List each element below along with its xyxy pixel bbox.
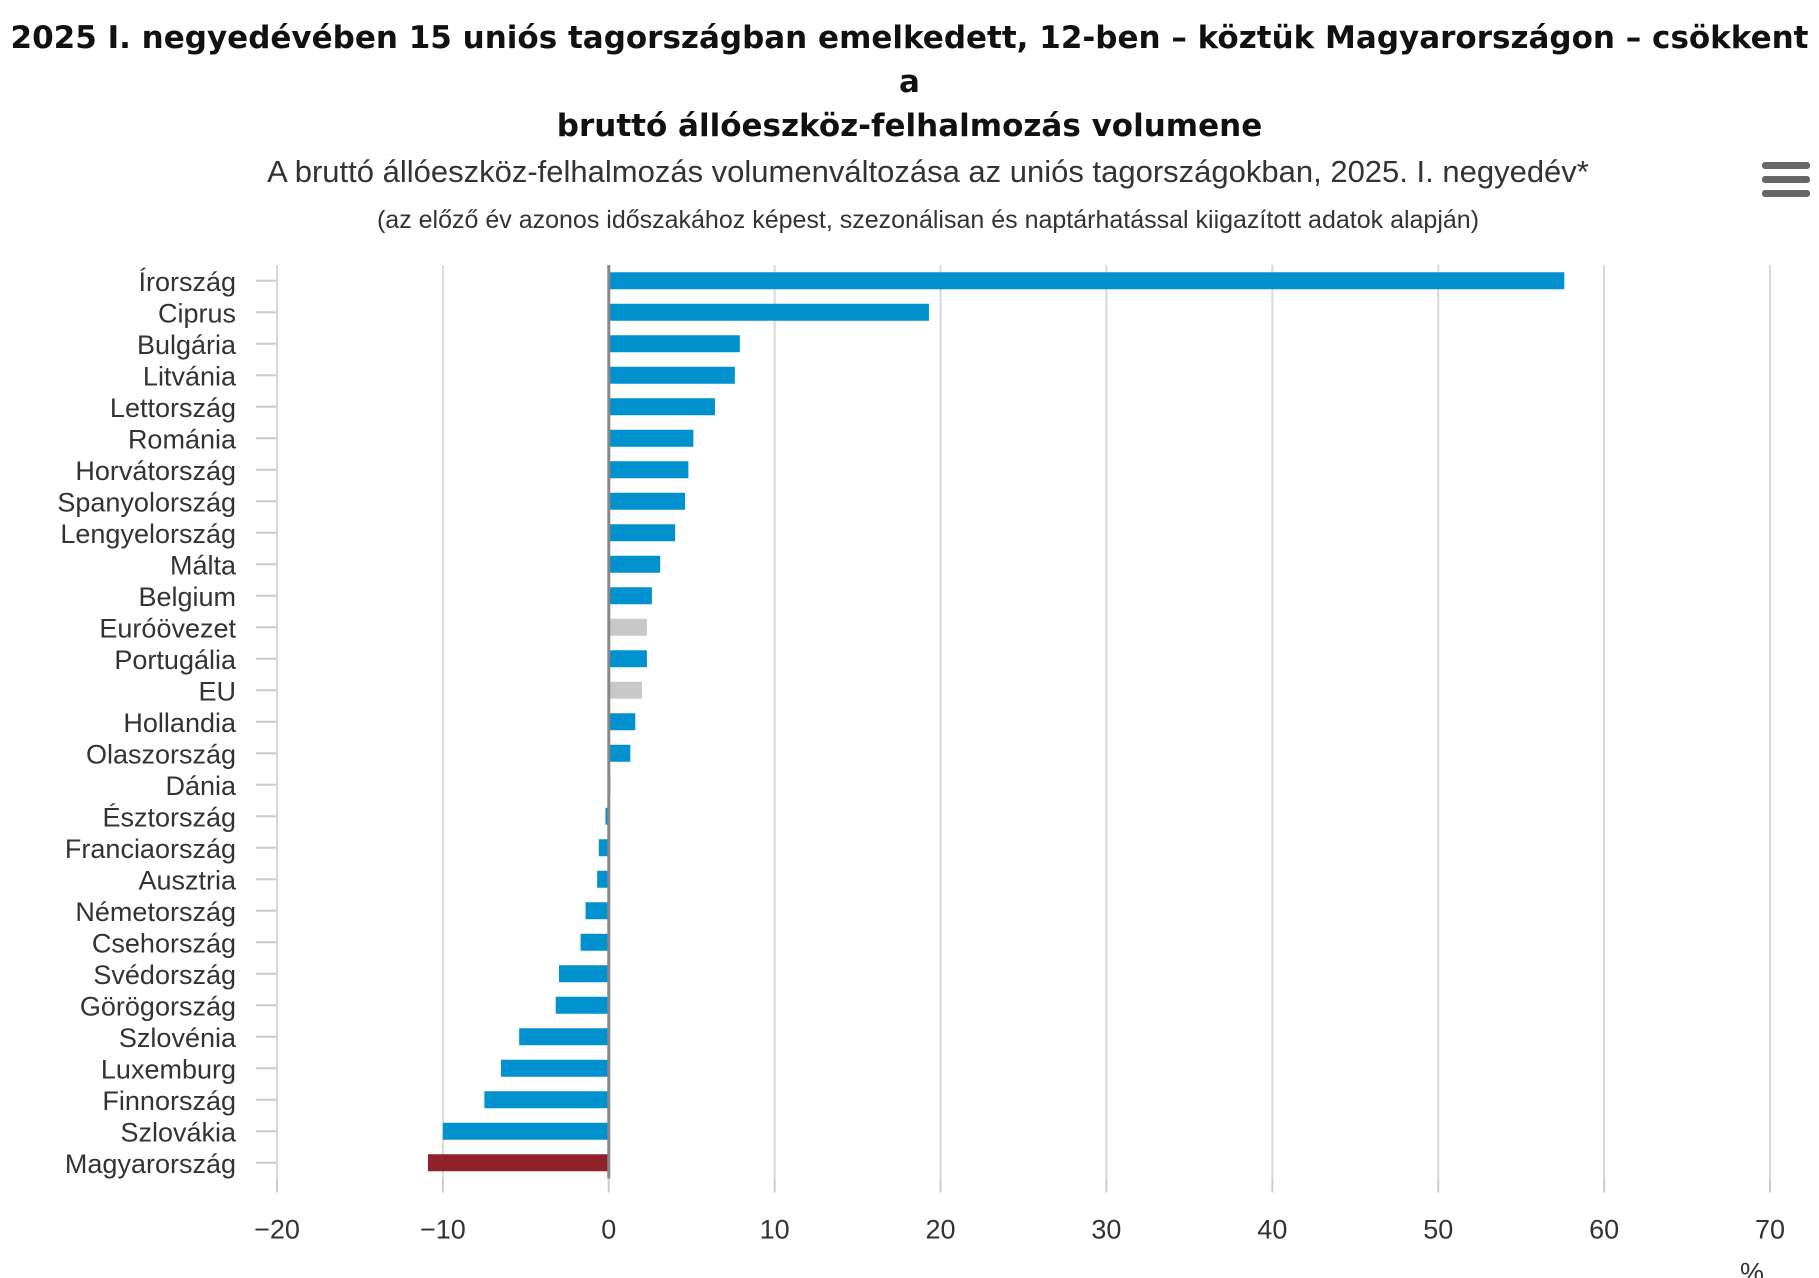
bar: [608, 744, 631, 762]
bar: [608, 555, 661, 573]
bar: [555, 996, 609, 1014]
x-tick-label: 70: [1755, 1215, 1785, 1245]
category-label: Írország: [138, 267, 236, 297]
category-label: Franciaország: [65, 834, 236, 864]
bar: [608, 335, 740, 353]
category-label: Luxemburg: [101, 1054, 236, 1084]
x-tick-label: 40: [1257, 1215, 1287, 1245]
bar: [608, 461, 689, 479]
category-label: Lettország: [110, 393, 236, 423]
bar: [580, 933, 609, 951]
x-axis-label: %: [1740, 1258, 1764, 1278]
category-label: Németország: [75, 897, 236, 927]
bar: [427, 1154, 609, 1172]
headline-line-1: 2025 I. negyedévében 15 uniós tagországb…: [10, 20, 1809, 100]
category-label: Görögország: [80, 991, 236, 1021]
category-label: Málta: [170, 550, 237, 580]
bar: [442, 1122, 609, 1140]
bar: [608, 366, 735, 384]
category-label: Horvátország: [75, 456, 236, 486]
bar: [608, 303, 929, 321]
bar: [608, 650, 647, 668]
bar: [608, 398, 715, 416]
category-label: Észtország: [102, 802, 236, 832]
category-label: Ausztria: [138, 865, 237, 895]
headline-line-2: bruttó állóeszköz-felhalmozás volumene: [556, 108, 1263, 144]
bar: [608, 681, 642, 699]
bar: [608, 713, 636, 731]
category-label: Olaszország: [86, 739, 236, 769]
category-label: Magyarország: [65, 1149, 236, 1179]
x-tick-label: 50: [1423, 1215, 1453, 1245]
menu-bar-middle: [1762, 176, 1810, 183]
x-tick-label: 10: [760, 1215, 790, 1245]
category-label: Dánia: [165, 771, 237, 801]
bar: [608, 587, 652, 605]
chart-subtitle: (az előző év azonos időszakához képest, …: [377, 206, 1479, 234]
category-label: Finnország: [102, 1086, 236, 1116]
bar: [608, 618, 647, 636]
bar: [597, 870, 609, 888]
category-label: Szlovákia: [120, 1117, 237, 1147]
menu-bar-top: [1762, 162, 1810, 169]
x-tick-label: 0: [601, 1215, 616, 1245]
bar: [484, 1091, 609, 1109]
category-label: Portugália: [114, 645, 237, 675]
x-tick-label: 30: [1091, 1215, 1121, 1245]
bar: [608, 429, 694, 447]
hamburger-menu-icon[interactable]: [1762, 162, 1810, 202]
bar: [608, 524, 676, 542]
x-tick-label: −20: [254, 1215, 300, 1245]
category-label: Lengyelország: [60, 519, 236, 549]
category-label: Hollandia: [123, 708, 237, 738]
x-tick-label: 20: [926, 1215, 956, 1245]
category-label: Ciprus: [158, 298, 236, 328]
chart-title: A bruttó állóeszköz-felhalmozás volumenv…: [267, 154, 1589, 189]
category-label: Csehország: [92, 928, 236, 958]
bar: [585, 902, 609, 920]
headline: 2025 I. negyedévében 15 uniós tagországb…: [0, 16, 1819, 148]
category-label: Szlovénia: [119, 1023, 237, 1053]
category-label: EU: [198, 676, 236, 706]
menu-bar-bottom: [1762, 190, 1810, 197]
bar: [500, 1059, 609, 1077]
category-label: Spanyolország: [57, 487, 236, 517]
category-label: Belgium: [138, 582, 236, 612]
x-tick-label: 60: [1589, 1215, 1619, 1245]
x-tick-label: −10: [420, 1215, 466, 1245]
bar: [598, 839, 609, 857]
category-label: Románia: [128, 424, 237, 454]
bar: [519, 1028, 609, 1046]
category-label: Litvánia: [143, 361, 237, 391]
bar: [608, 492, 686, 510]
bar: [559, 965, 609, 983]
category-label: Euróövezet: [99, 613, 236, 643]
bar: [605, 807, 609, 825]
bar: [608, 272, 1565, 290]
category-label: Bulgária: [137, 330, 237, 360]
category-label: Svédország: [93, 960, 236, 990]
